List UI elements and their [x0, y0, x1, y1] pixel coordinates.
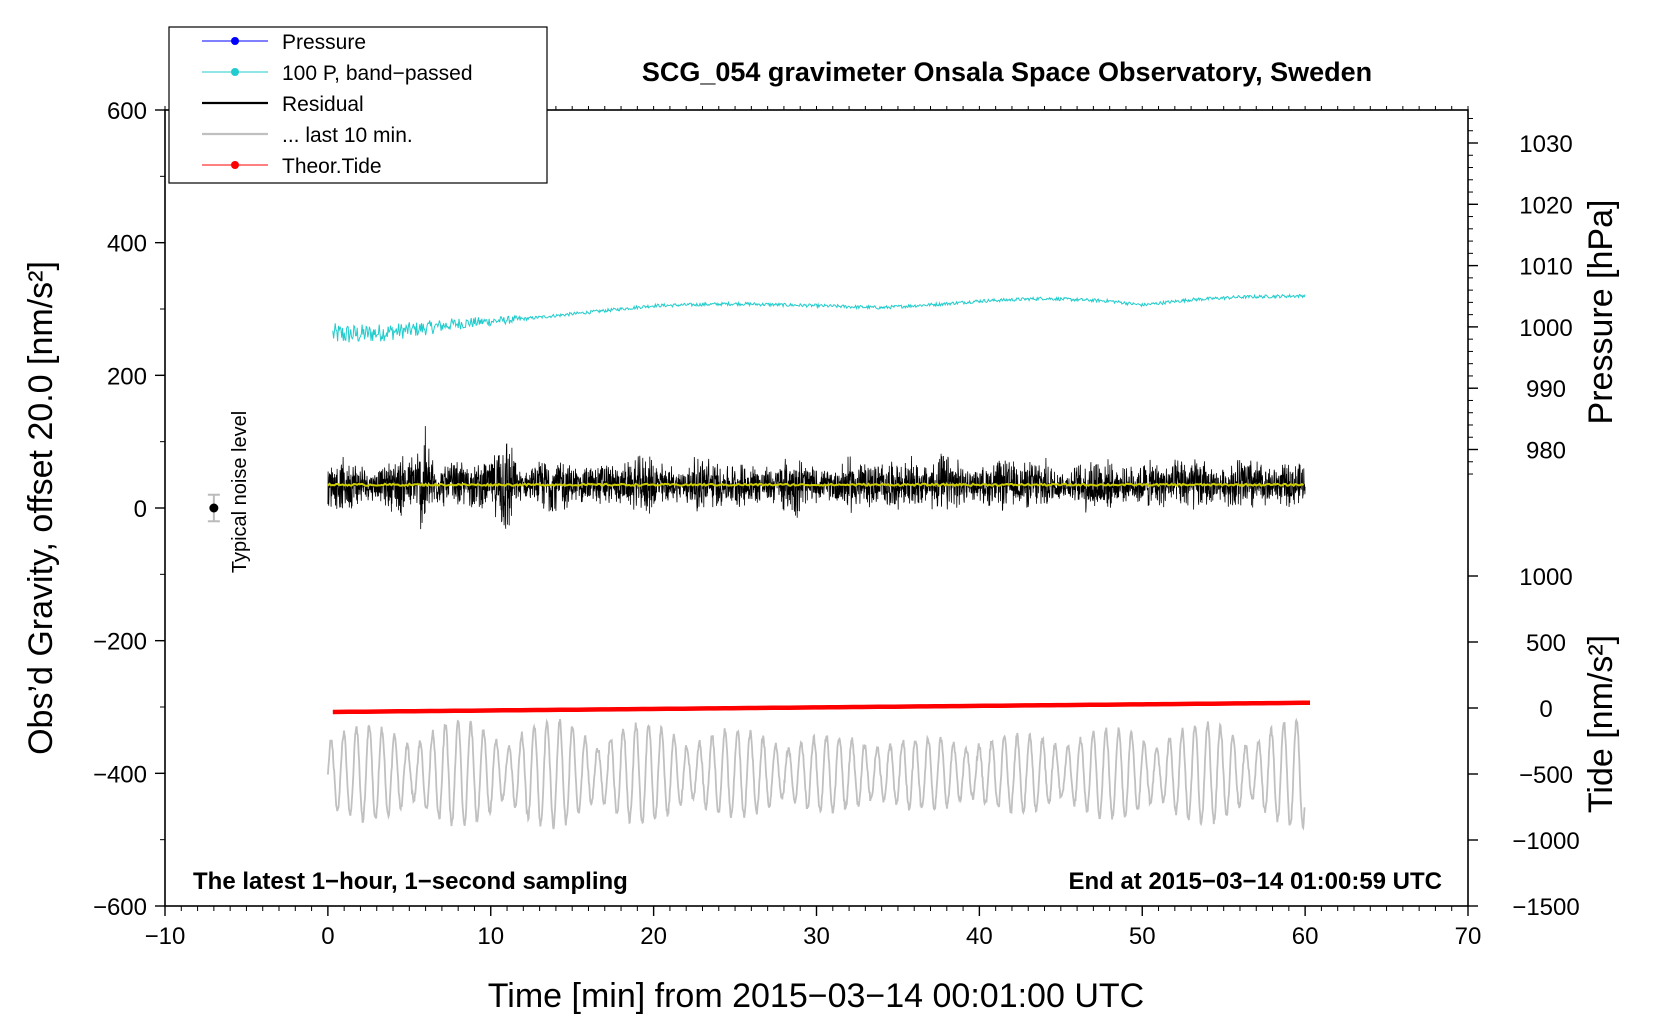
x-tick-label: 0 [321, 923, 334, 950]
legend-item: 100 P, band−passed [202, 62, 473, 85]
legend-item: ... last 10 min. [202, 124, 413, 147]
series-residual [327, 426, 1306, 530]
y-tick-label: −200 [93, 629, 147, 656]
legend-label: ... last 10 min. [282, 124, 413, 147]
y-axis-title-tide: Tide [nm/s²] [1582, 635, 1620, 813]
legend-item: Residual [202, 93, 364, 116]
tide-tick-label: −1500 [1512, 894, 1579, 921]
x-tick-label: 50 [1129, 923, 1156, 950]
pressure-tick-label: 1030 [1519, 131, 1572, 158]
legend-marker [231, 68, 239, 76]
legend-label: Pressure [282, 31, 366, 54]
x-axis-title: Time [min] from 2015−03−14 00:01:00 UTC [488, 977, 1144, 1015]
axis-ticks [155, 106, 1478, 916]
chart-title: SCG_054 gravimeter Onsala Space Observat… [642, 57, 1372, 87]
x-tick-label: 60 [1292, 923, 1319, 950]
legend-item: Pressure [202, 31, 366, 54]
tide-tick-label: −500 [1519, 762, 1573, 789]
x-tick-label: 70 [1455, 923, 1482, 950]
pressure-tick-label: 1020 [1519, 192, 1572, 219]
tick-labels: −10 0 10 20 30 40 50 60 706004002000−200−400−600… [93, 98, 1580, 950]
x-tick-label: 40 [966, 923, 993, 950]
pressure-tick-label: 1010 [1519, 254, 1572, 281]
tide-tick-label: 0 [1539, 696, 1552, 723]
x-tick-label: 20 [640, 923, 667, 950]
pressure-tick-label: 980 [1526, 438, 1566, 465]
y-tick-label: −600 [93, 894, 147, 921]
x-tick-label: 30 [803, 923, 830, 950]
series-layer [327, 293, 1310, 831]
pressure-tick-label: 990 [1526, 376, 1566, 403]
pressure-tick-label: 1000 [1519, 315, 1572, 342]
legend-marker [231, 37, 239, 45]
y-tick-label: 200 [107, 363, 147, 390]
legend-marker [231, 161, 239, 169]
legend-item: Theor.Tide [202, 155, 382, 178]
series-last-10-min [327, 717, 1306, 831]
legend-label: 100 P, band−passed [282, 62, 473, 85]
legend-box [168, 26, 548, 184]
legend: Pressure 100 P, band−passed Residual ... la… [168, 26, 548, 184]
sampling-annotation: The latest 1−hour, 1−second sampling [193, 868, 628, 895]
tide-tick-label: −1000 [1512, 828, 1579, 855]
legend-label: Theor.Tide [282, 155, 382, 178]
x-tick-label: −10 [145, 923, 186, 950]
y-tick-label: 400 [107, 231, 147, 258]
series-theoretical-tide [332, 700, 1310, 715]
y-axis-title-pressure: Pressure [hPa] [1582, 200, 1620, 425]
legend-label: Residual [282, 93, 364, 116]
y-tick-label: 600 [107, 98, 147, 125]
tide-tick-label: 500 [1526, 630, 1566, 657]
series-residual-smoothed [327, 482, 1305, 488]
y-tick-label: 0 [134, 496, 147, 523]
series-pressure-bandpassed [332, 293, 1306, 343]
x-tick-label: 10 [477, 923, 504, 950]
tide-tick-label: 1000 [1519, 564, 1572, 591]
end-time-annotation: End at 2015−03−14 01:00:59 UTC [1068, 868, 1442, 895]
noise-level-marker [207, 493, 220, 523]
y-tick-label: −400 [93, 761, 147, 788]
noise-level-label: Typical noise level [229, 411, 251, 573]
y-axis-title-left: Obs’d Gravity, offset 20.0 [nm/s²] [22, 261, 60, 755]
